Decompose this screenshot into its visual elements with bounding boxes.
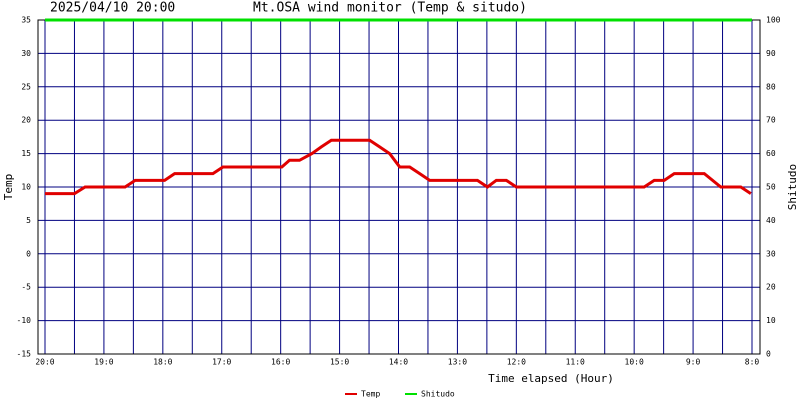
y-tick-label: 5 <box>26 216 31 225</box>
y-tick-label: 0 <box>26 249 31 258</box>
x-tick-label: 13:0 <box>448 358 467 367</box>
y-axis-label: Temp <box>2 174 15 201</box>
x-tick-label: 12:0 <box>507 358 526 367</box>
x-axis-label: Time elapsed (Hour) <box>488 372 614 385</box>
x-tick-label: 16:0 <box>271 358 290 367</box>
y2-tick-label: 80 <box>766 82 776 91</box>
x-tick-label: 18:0 <box>153 358 172 367</box>
x-tick-label: 15:0 <box>330 358 349 367</box>
y-tick-label: 25 <box>21 82 31 91</box>
y-tick-label: 15 <box>21 149 31 158</box>
x-tick-label: 11:0 <box>566 358 585 367</box>
y-tick-label: 20 <box>21 116 31 125</box>
y2-tick-label: 40 <box>766 216 776 225</box>
y2-tick-label: 60 <box>766 149 776 158</box>
y2-tick-label: 100 <box>766 16 781 25</box>
x-tick-label: 9:0 <box>686 358 701 367</box>
y2-tick-label: 70 <box>766 116 776 125</box>
y-tick-label: -5 <box>21 283 31 292</box>
y-tick-label: -15 <box>17 350 32 359</box>
y-tick-label: -10 <box>17 316 32 325</box>
series-line <box>45 138 752 196</box>
y2-axis-label: Shitudo <box>786 164 799 210</box>
legend-label: Temp <box>361 390 380 399</box>
y-tick-label: 10 <box>21 183 31 192</box>
y2-tick-label: 90 <box>766 49 776 58</box>
y2-tick-label: 0 <box>766 350 771 359</box>
x-tick-label: 17:0 <box>212 358 231 367</box>
x-tick-label: 8:0 <box>745 358 760 367</box>
x-tick-label: 10:0 <box>625 358 644 367</box>
y2-tick-label: 10 <box>766 316 776 325</box>
y2-tick-label: 20 <box>766 283 776 292</box>
y-tick-label: 35 <box>21 16 31 25</box>
chart-title: Mt.OSA wind monitor (Temp & situdo) <box>253 1 527 16</box>
x-tick-label: 20:0 <box>35 358 54 367</box>
y2-tick-label: 50 <box>766 183 776 192</box>
x-tick-label: 19:0 <box>94 358 113 367</box>
y-tick-label: 30 <box>21 49 31 58</box>
x-tick-label: 14:0 <box>389 358 408 367</box>
chart-subtitle: 2025/04/10 20:00 <box>50 1 175 16</box>
legend-label: Shitudo <box>421 390 455 399</box>
y2-tick-label: 30 <box>766 249 776 258</box>
